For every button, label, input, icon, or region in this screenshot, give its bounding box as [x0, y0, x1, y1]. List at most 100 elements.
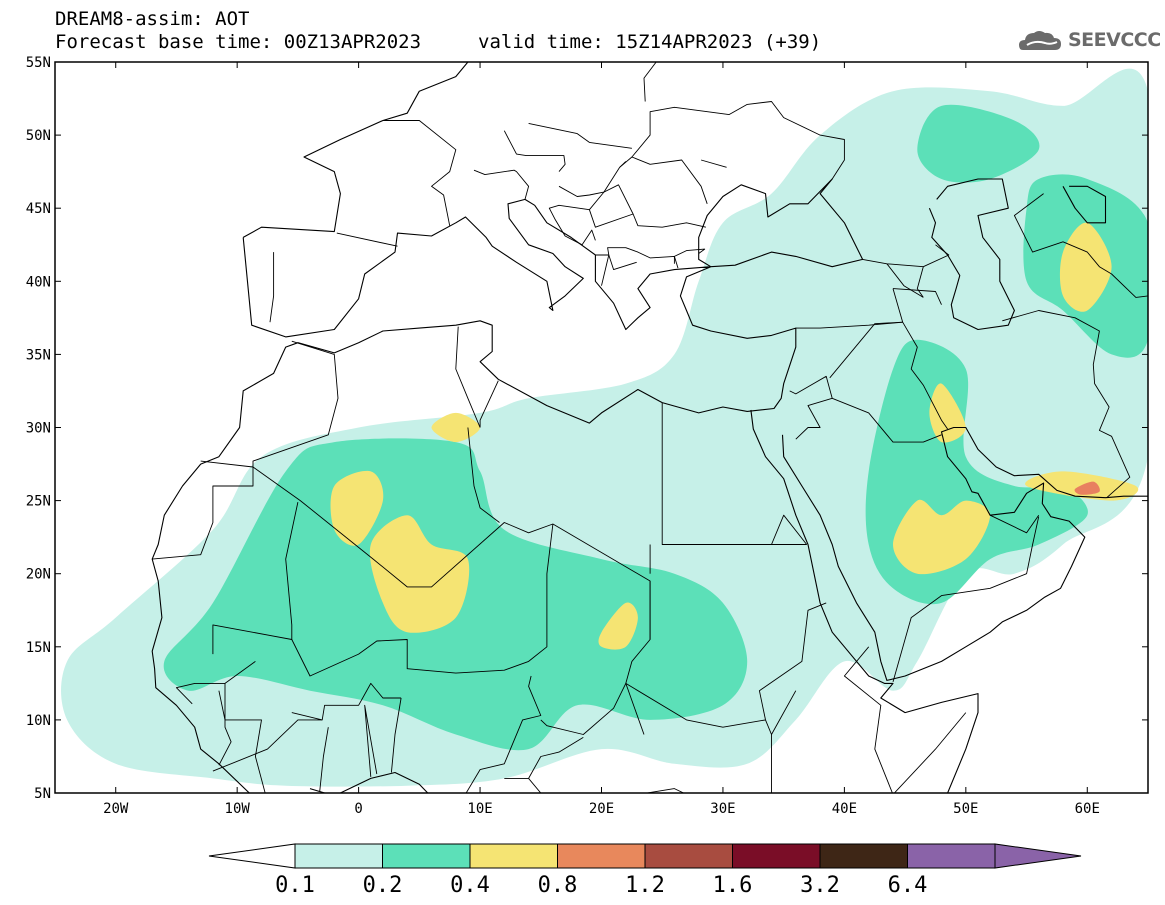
aot-contours [61, 68, 1148, 787]
country-border [832, 397, 942, 443]
country-border [625, 683, 772, 735]
lat-tick-label: 50N [26, 128, 51, 144]
country-border [212, 719, 323, 772]
aot-region-level-3 [369, 515, 470, 633]
aot-region-level-3 [431, 412, 481, 443]
lon-tick-label: 40E [832, 801, 857, 817]
colorbar-min-arrow [208, 843, 296, 869]
country-border [467, 427, 500, 523]
country-border [916, 266, 924, 298]
colorbar-segment [907, 843, 996, 869]
country-border [390, 697, 402, 773]
colorbar-segment [557, 843, 646, 869]
lat-tick-label: 30N [26, 421, 51, 437]
country-border [886, 263, 924, 298]
lat-tick-label: 35N [26, 347, 51, 363]
country-border [673, 248, 706, 269]
map-title: DREAM8-assim: AOT [55, 8, 250, 30]
forecast-base-time: Forecast base time: 00Z13APR2023 [55, 31, 422, 53]
colorbar-segment [732, 843, 821, 869]
country-border [771, 514, 808, 545]
colorbar-segment [294, 843, 383, 869]
coastline [750, 409, 979, 793]
country-border [607, 247, 675, 271]
country-border [595, 254, 610, 286]
country-border [631, 101, 845, 180]
country-border [589, 184, 634, 215]
coastline [1062, 185, 1107, 224]
country-border [758, 602, 827, 720]
lon-tick-label: 20E [589, 801, 614, 817]
colorbar-label: 3.2 [800, 873, 840, 898]
lon-tick-label: 50E [953, 801, 978, 817]
aot-region-level-3 [893, 499, 991, 575]
country-border [218, 690, 266, 793]
aot-region-level-2 [917, 104, 1040, 183]
lat-tick-label: 45N [26, 201, 51, 217]
cloud-icon [1019, 31, 1061, 50]
coastline [151, 178, 864, 793]
coastline [928, 178, 1015, 331]
country-border [700, 159, 727, 168]
colorbar-label: 0.1 [275, 873, 315, 898]
colorbar-label: 0.2 [363, 873, 403, 898]
country-border [319, 727, 329, 792]
coastline [242, 62, 469, 238]
lon-tick-label: 0 [354, 801, 362, 817]
country-border [473, 169, 530, 200]
colorbar-segment [469, 843, 558, 869]
lat-tick-label: 15N [26, 640, 51, 656]
lon-tick-label: 20W [103, 801, 129, 817]
country-border [540, 683, 627, 735]
country-border [455, 326, 481, 428]
colorbar-segment [382, 843, 471, 869]
lat-tick-label: 20N [26, 567, 51, 583]
country-border [175, 661, 256, 705]
country-border [252, 466, 651, 735]
country-border [795, 321, 903, 329]
country-border [465, 675, 542, 793]
country-borders [152, 62, 1148, 793]
country-border [336, 232, 398, 247]
country-border [843, 646, 942, 793]
country-border [893, 712, 967, 793]
coastline [781, 426, 1148, 681]
country-border [382, 120, 457, 226]
country-border [989, 514, 1040, 534]
country-border [269, 252, 275, 323]
country-border [892, 288, 942, 305]
coastlines [151, 62, 1148, 793]
country-border [1002, 310, 1131, 499]
colorbar-label: 1.2 [625, 873, 665, 898]
country-border [558, 161, 627, 197]
lon-tick-label: 10W [225, 801, 251, 817]
country-border [789, 375, 833, 440]
lat-tick-label: 40N [26, 274, 51, 290]
aot-region-level-3 [1059, 222, 1112, 312]
lat-tick-label: 5N [34, 786, 51, 802]
lon-tick-label: 60E [1075, 801, 1100, 817]
colorbar-label: 0.4 [450, 873, 490, 898]
lat-tick-label: 55N [26, 55, 51, 71]
colorbar-segment [644, 843, 733, 869]
colorbar-label: 0.8 [538, 873, 578, 898]
country-border [479, 380, 499, 428]
country-border [212, 523, 554, 677]
colorbar: 0.1 0.2 0.4 0.8 1.2 1.6 3.2 6.4 [208, 843, 1082, 898]
country-border [643, 62, 657, 102]
latitude-axis: 55N 50N 45N 40N 35N 30N 25N 20N 15N 10N 5N [26, 55, 1148, 802]
colorbar-segment [819, 843, 908, 869]
country-border [619, 156, 708, 204]
coastline [309, 771, 429, 793]
logo-text: SEEVCCC [1068, 29, 1161, 51]
country-border [364, 704, 378, 777]
country-border [1013, 193, 1148, 298]
country-border [503, 130, 566, 172]
aot-region-level-4 [1074, 481, 1100, 495]
country-border [528, 737, 584, 779]
colorbar-label: 1.6 [713, 873, 753, 898]
country-border [218, 683, 232, 766]
colorbar-label: 6.4 [888, 873, 928, 898]
country-border [504, 777, 685, 793]
